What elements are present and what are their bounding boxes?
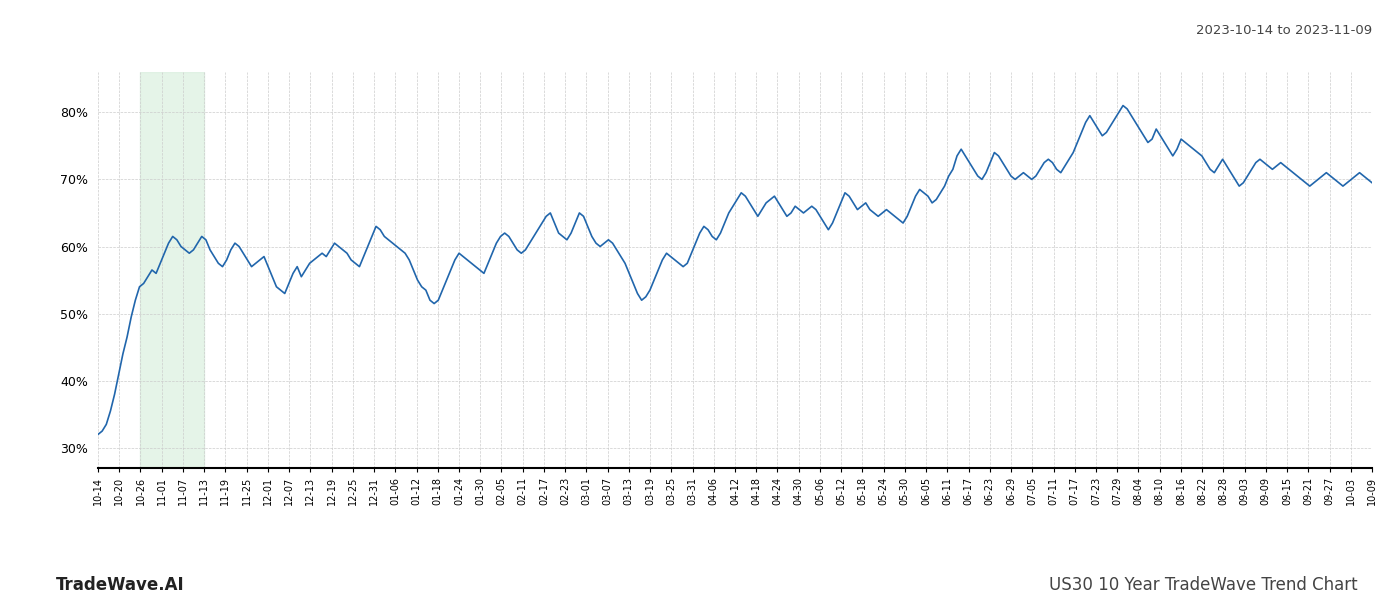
Text: TradeWave.AI: TradeWave.AI <box>56 576 185 594</box>
Text: US30 10 Year TradeWave Trend Chart: US30 10 Year TradeWave Trend Chart <box>1050 576 1358 594</box>
Bar <box>140 72 204 468</box>
Text: 2023-10-14 to 2023-11-09: 2023-10-14 to 2023-11-09 <box>1196 24 1372 37</box>
